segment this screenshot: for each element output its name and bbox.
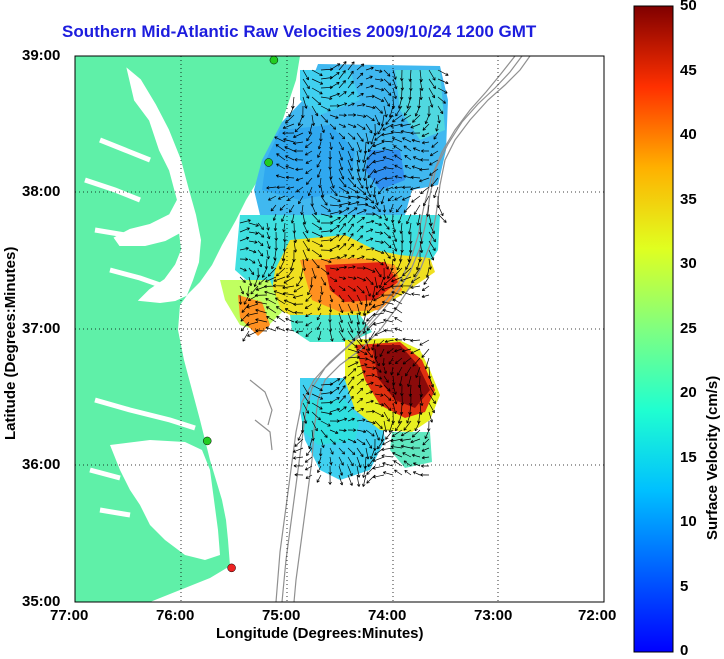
station-hatteras: [227, 563, 236, 573]
chesapeake-bay: [113, 67, 202, 304]
colorbar-tick: 5: [680, 578, 689, 595]
colorbar-tick: 20: [680, 384, 697, 401]
colorbar-tick: 15: [680, 449, 697, 466]
y-tick-label: 37:00: [22, 320, 61, 337]
colorbar-tick: 30: [680, 255, 697, 272]
x-tick-label: 74:00: [368, 607, 407, 624]
colorbar-tick: 45: [680, 62, 697, 79]
colorbar-tick: 35: [680, 191, 697, 208]
x-tick-label: 73:00: [474, 607, 513, 624]
arrow-field: [238, 61, 449, 487]
station-north: [269, 56, 279, 65]
velocity-field: [220, 64, 448, 480]
y-tick-label: 38:00: [22, 183, 61, 200]
map-title: Southern Mid-Atlantic Raw Velocities 200…: [62, 22, 537, 41]
x-tick-label: 72:00: [578, 607, 617, 624]
station-duck: [203, 436, 212, 446]
y-tick-label: 36:00: [22, 456, 61, 473]
grid: [75, 56, 604, 602]
x-tick-label: 75:00: [262, 607, 301, 624]
y-tick-label: 39:00: [22, 47, 61, 64]
x-tick-label: 76:00: [156, 607, 195, 624]
velocity-arrows: [238, 61, 449, 487]
colorbar-tick: 10: [680, 513, 697, 530]
plot-frame: [74, 55, 605, 603]
x-tick-label: 77:00: [50, 607, 89, 624]
y-tick-label: 35:00: [22, 593, 61, 610]
colorbar: [633, 5, 674, 653]
colorbar-tick: 40: [680, 126, 697, 143]
station-delmarva: [264, 158, 273, 167]
colorbar-tick: 25: [680, 320, 697, 337]
colorbar-label: Surface Velocity (cm/s): [704, 375, 721, 540]
pamlico-sound: [110, 440, 220, 560]
colorbar-tick: 50: [680, 0, 697, 14]
x-axis-label: Longitude (Degrees:Minutes): [216, 625, 424, 642]
y-axis-label: Latitude (Degrees:Minutes): [2, 246, 19, 440]
colorbar-tick: 0: [680, 642, 689, 659]
